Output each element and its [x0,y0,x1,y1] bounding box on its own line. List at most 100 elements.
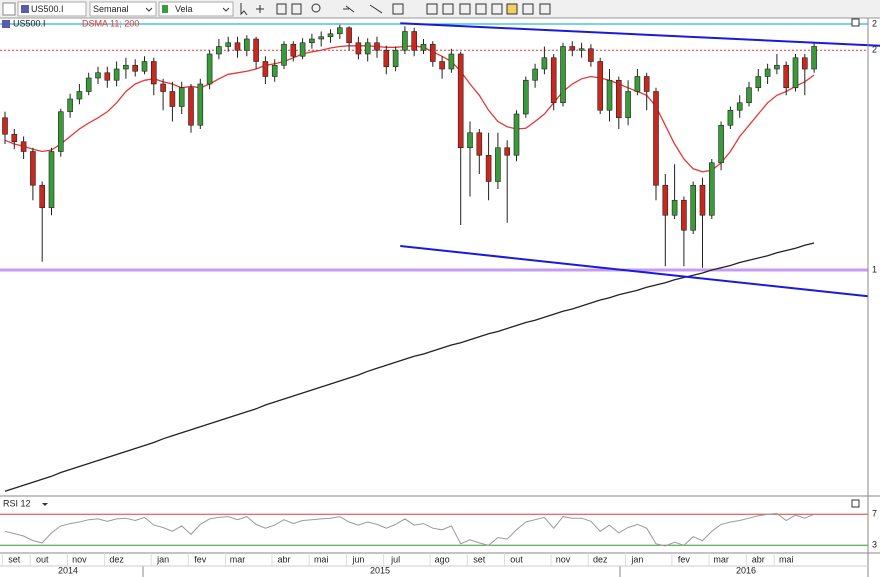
candle-body [578,48,585,51]
candle-body [57,111,64,152]
price-level-label: 2 [872,45,877,55]
x-tick-label: dez [109,554,124,564]
period-select[interactable] [89,1,157,17]
tool[interactable] [442,3,454,15]
symbol-text: US500.I [31,4,64,14]
candle-body [253,38,259,62]
candle-body [327,33,334,38]
tool[interactable] [522,3,534,15]
legend-icon [2,20,10,28]
candle-body [718,124,724,164]
tool[interactable] [426,3,438,15]
x-tick-label: out [510,554,523,564]
candle-body [634,76,641,92]
tool[interactable] [459,3,471,15]
pane-maximize[interactable] [851,499,860,508]
symbol-box[interactable] [17,1,87,17]
candle-body [699,184,706,216]
tool[interactable] [539,3,551,15]
candle-body [671,199,678,216]
candle-body [420,43,427,51]
candle-body [485,154,492,182]
candle-body [801,57,808,70]
line-tool[interactable] [369,4,383,14]
candle-body [95,72,101,79]
grid-tool[interactable] [291,3,302,15]
candle-body [476,132,483,156]
candle-body [355,42,362,55]
year-label: 2015 [370,565,390,575]
candle-body [309,38,315,44]
candle-body [653,91,659,186]
draw-tool[interactable] [392,3,404,15]
candle-body [318,36,325,40]
candle-body [169,91,176,107]
candle-body [448,53,455,70]
candle-body [522,79,529,115]
x-tick-label: nov [72,554,87,564]
candle-body [20,141,27,152]
tool[interactable] [491,3,503,15]
candle-body [727,109,734,126]
candle-body [662,184,669,216]
candle-body [690,184,697,231]
candle-body [439,61,445,70]
cursor-tool[interactable] [240,3,248,16]
x-tick-label: nov [556,554,571,564]
style-icon [162,5,168,13]
candle-body [708,162,715,216]
candle-body [588,48,594,62]
candle-body [513,113,520,156]
candle-body [504,147,511,156]
candle-body [541,57,548,70]
candle-body [615,79,622,119]
candle-body [392,49,399,68]
year-label: 2014 [58,565,78,575]
x-tick-label: jan [630,554,643,564]
rsi-level-label: 7 [872,509,877,519]
tool-icons [240,3,551,16]
candle-body [736,102,743,111]
pane-maximize[interactable] [851,18,860,27]
tool[interactable] [475,3,487,15]
rsi-menu-arrow[interactable] [42,503,48,506]
candle-body [764,68,771,77]
candle-body [643,76,650,92]
candle-body [467,132,473,149]
candle-body [402,31,408,51]
candle-body [123,64,129,70]
candle-body [281,43,287,66]
window-icon[interactable] [2,2,16,16]
candle-body [216,46,222,55]
candle-body [290,43,297,57]
candle-body [746,87,752,104]
data-window-tool[interactable] [276,3,287,15]
x-tick-label: mai [314,554,329,564]
zoom-tool[interactable] [311,3,321,13]
dropdown-arrow [145,7,153,12]
x-tick-label: jan [156,554,169,564]
candle-body [132,64,138,72]
candle-body [39,184,46,209]
x-tick-label: set [473,554,486,564]
legend-symbol: US500.I [13,18,46,28]
candle-body [550,57,557,104]
x-tick-label: ago [435,554,450,564]
candle-body [364,42,371,55]
candle-body [346,27,352,44]
candle-body [495,147,501,182]
tool[interactable] [506,3,518,15]
moving-average-line [4,242,815,492]
candle-body [178,87,185,107]
candle-body [792,57,799,89]
x-tick-label: fev [678,554,691,564]
candle-body [262,61,269,77]
candle-body [141,61,148,72]
candle-body [244,38,250,51]
candle-body [374,42,380,51]
crosshair-tool[interactable] [256,5,264,13]
zoom-out-tool[interactable] [343,5,355,13]
style-select[interactable] [158,1,234,17]
legend-indicator: DSMA 11; 200 [82,18,139,28]
candle-body [299,42,306,57]
